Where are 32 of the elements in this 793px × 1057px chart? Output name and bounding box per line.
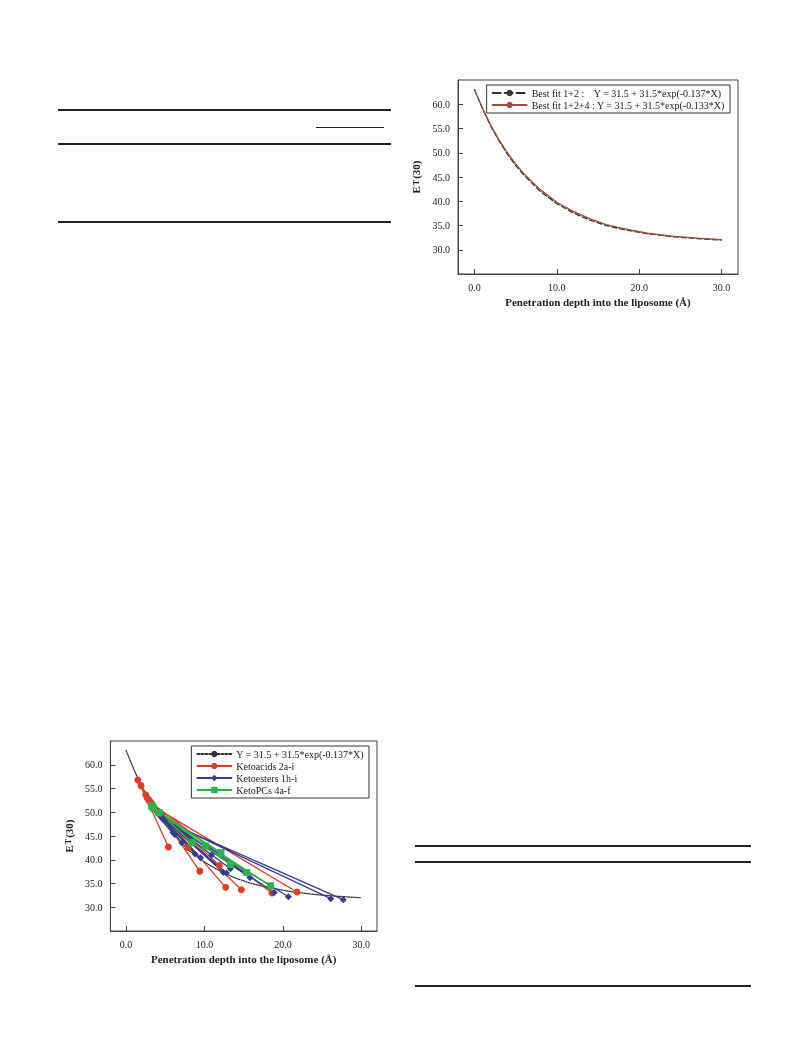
y-tick-label: 45.0 [432,171,450,183]
legend-label: Ketoacids 2a-i [236,760,295,772]
y-tick-label: 35.0 [432,220,450,231]
y-tick-label: 55.0 [84,783,103,794]
y-tick-label: 30.0 [432,244,450,256]
y-tick-label: 60.0 [432,98,450,110]
y-tick-label: 40.0 [84,854,103,866]
legend-label: Best fit 1+2 : Y = 31.5 + 31.5*exp(-0.137*X) [531,87,722,100]
y-tick-label: 50.0 [84,806,103,818]
legend-label: Best fit 1+2+4 : Y = 31.5 + 31.5*exp(-0.133*X) [531,99,725,112]
x-tick-label: 20.0 [630,281,648,293]
x-axis-title: Penetration depth into the liposome (Å) [150,953,337,967]
x-tick-label: 10.0 [548,281,566,293]
legend-label: Ketoesters 1h-i [236,772,298,784]
x-tick-label: 0.0 [468,281,481,293]
x-tick-label: 20.0 [274,938,292,950]
x-tick-label: 30.0 [352,938,371,950]
y-tick-label: 30.0 [84,901,103,913]
legend-label: Y = 31.5 + 31.5*exp(-0.137*X) [236,748,364,761]
x-tick-label: 0.0 [119,938,133,950]
x-tick-label: 10.0 [195,938,214,950]
y-axis-title: ET(30) [62,819,76,853]
x-tick-label: 30.0 [712,281,731,293]
y-tick-label: 60.0 [84,759,103,771]
y-tick-label: 35.0 [84,878,103,889]
x-axis-title: Penetration depth into the liposome (Å) [505,296,692,310]
y-axis-title: ET(30) [410,160,424,194]
legend-label: KetoPCs 4a-f [236,784,292,796]
y-tick-label: 50.0 [432,147,450,159]
y-tick-label: 45.0 [84,830,103,842]
y-tick-label: 55.0 [432,123,450,134]
y-tick-label: 40.0 [432,195,450,207]
